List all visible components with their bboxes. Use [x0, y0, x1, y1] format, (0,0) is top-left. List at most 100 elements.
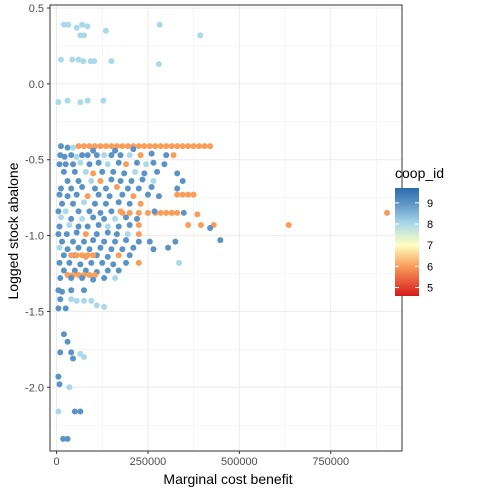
data-point — [105, 161, 111, 167]
data-point — [136, 260, 142, 266]
data-point — [116, 160, 122, 166]
data-point — [96, 160, 102, 166]
data-point — [55, 99, 61, 105]
data-point — [105, 267, 111, 273]
data-point — [77, 160, 83, 166]
x-tick-label: 250000 — [130, 456, 167, 468]
data-point — [63, 208, 69, 214]
data-point — [65, 98, 71, 104]
data-point — [85, 223, 91, 229]
data-point — [136, 231, 142, 237]
data-point — [180, 143, 186, 149]
data-point — [103, 186, 109, 192]
data-point — [185, 222, 191, 228]
data-point — [68, 152, 74, 158]
data-point — [57, 349, 63, 355]
data-point — [85, 193, 91, 199]
x-tick-label: 750000 — [312, 456, 349, 468]
data-point — [145, 192, 151, 198]
data-point — [72, 409, 78, 415]
data-point — [94, 302, 100, 308]
data-point — [136, 143, 142, 149]
data-point — [129, 178, 135, 184]
data-point — [163, 143, 169, 149]
data-point — [63, 305, 69, 311]
data-point — [66, 384, 72, 390]
data-point — [81, 298, 87, 304]
data-point — [74, 298, 80, 304]
data-point — [69, 57, 75, 63]
data-point — [101, 216, 107, 222]
data-point — [96, 192, 102, 198]
data-point — [90, 277, 96, 283]
data-point — [163, 152, 169, 158]
data-point — [77, 409, 83, 415]
data-point — [74, 192, 80, 198]
data-point — [147, 143, 153, 149]
data-point — [138, 201, 144, 207]
data-point — [65, 339, 71, 345]
data-point — [66, 260, 72, 266]
data-point — [86, 161, 92, 167]
data-point — [147, 239, 153, 245]
data-point — [74, 230, 80, 236]
data-point — [165, 245, 171, 251]
data-point — [81, 354, 87, 360]
data-point — [130, 193, 136, 199]
data-point — [116, 199, 122, 205]
x-tick-label: 0 — [54, 456, 60, 468]
legend-tick-label: 7 — [427, 240, 433, 252]
data-point — [119, 210, 125, 216]
data-point — [194, 211, 200, 217]
data-point — [88, 260, 94, 266]
data-point — [72, 169, 78, 175]
y-tick-label: 0.0 — [29, 79, 44, 91]
data-point — [79, 252, 85, 258]
data-point — [68, 252, 74, 258]
data-point — [76, 178, 82, 184]
data-point — [112, 216, 118, 222]
data-point — [141, 170, 147, 176]
data-point — [169, 143, 175, 149]
data-point — [121, 170, 127, 176]
data-point — [116, 223, 122, 229]
data-point — [207, 143, 213, 149]
data-point — [136, 239, 142, 245]
data-point — [61, 252, 67, 258]
data-point — [99, 169, 105, 175]
data-point — [125, 186, 131, 192]
data-point — [161, 161, 167, 167]
data-point — [81, 287, 87, 293]
data-point — [68, 296, 74, 302]
data-point — [127, 201, 133, 207]
data-point — [68, 349, 74, 355]
data-point — [83, 231, 89, 237]
data-point — [58, 186, 64, 192]
data-point — [158, 210, 164, 216]
data-point — [58, 143, 64, 149]
data-point — [202, 143, 208, 149]
data-point — [107, 193, 113, 199]
data-point — [97, 245, 103, 251]
data-point — [88, 298, 94, 304]
data-point — [57, 296, 63, 302]
data-point — [81, 32, 87, 38]
data-point — [79, 22, 85, 28]
data-point — [101, 275, 107, 281]
data-point — [68, 186, 74, 192]
data-point — [57, 192, 63, 198]
data-point — [152, 208, 158, 214]
data-point — [65, 193, 71, 199]
data-point — [119, 143, 125, 149]
data-point — [58, 214, 64, 220]
data-point — [141, 143, 147, 149]
data-point — [97, 143, 103, 149]
data-point — [90, 214, 96, 220]
data-point — [171, 152, 177, 158]
data-point — [118, 178, 124, 184]
data-point — [70, 161, 76, 167]
data-point — [158, 143, 164, 149]
data-point — [191, 143, 197, 149]
data-point — [84, 23, 90, 29]
